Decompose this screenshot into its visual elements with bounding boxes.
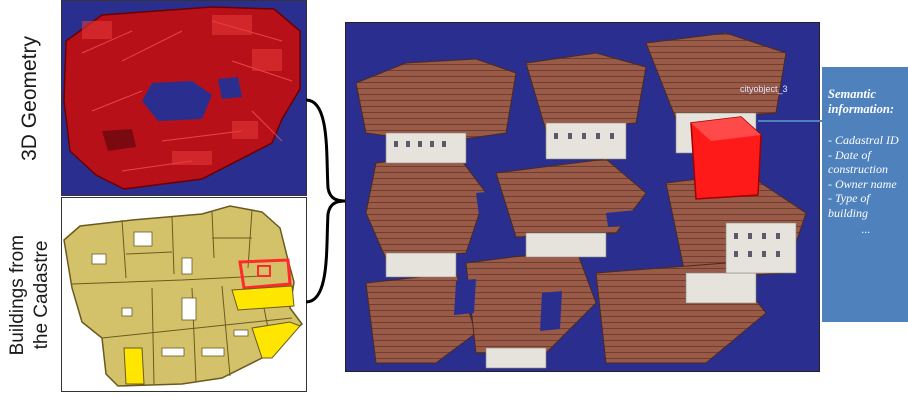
cadastre-highlight-2 [123,347,145,385]
semantic-title: Semantic information: [828,87,894,116]
semantic-ellipsis: ... [861,222,871,236]
cadastre-panel [61,197,307,392]
semantic-item-type: - Type of building [828,191,870,220]
semantic-item-owner: - Owner name [828,176,897,191]
left-panel: 3D Geometry Buildings from the Cadastre [0,0,310,392]
cadastre-selected-parcel [238,258,292,290]
geometry-shadow-1 [102,129,136,151]
geometry-roof-patches [82,15,282,165]
semantic-item-date: - Date of construction [828,147,888,177]
city-model-panel [345,22,820,372]
geometry-panel [61,0,307,196]
building-roofs [355,32,807,364]
cadastre-selected-inner [257,265,271,277]
cadastre-parcel-lines [71,209,293,385]
geometry-courtyard-1 [142,81,212,121]
cadastre-highlight-1 [231,285,295,311]
geometry-label-box: 3D Geometry [0,0,60,196]
cadastre-highlight-3 [251,321,301,359]
city-model-render [355,32,807,369]
cadastre-label: Buildings from the Cadastre [7,234,52,356]
semantic-connector-line [758,120,824,122]
model-courtyards [454,191,666,331]
cadastre-label-box: Buildings from the Cadastre [0,198,60,392]
semantic-item-cadastral-id: - Cadastral ID [828,133,899,147]
cadastre-map [63,205,304,387]
cadastre-courtyards [91,231,249,357]
geometry-courtyard-2 [218,77,242,99]
building-windows [394,133,780,257]
selected-building-roof [691,117,761,141]
semantic-info-box: Semantic information: - Cadastral ID - D… [822,67,908,322]
model-object-tag: cityobject_3 [740,84,788,94]
geometry-label: 3D Geometry [18,35,41,161]
geometry-render [63,6,301,190]
curly-brace [305,98,347,304]
cadastre-block [63,205,304,387]
